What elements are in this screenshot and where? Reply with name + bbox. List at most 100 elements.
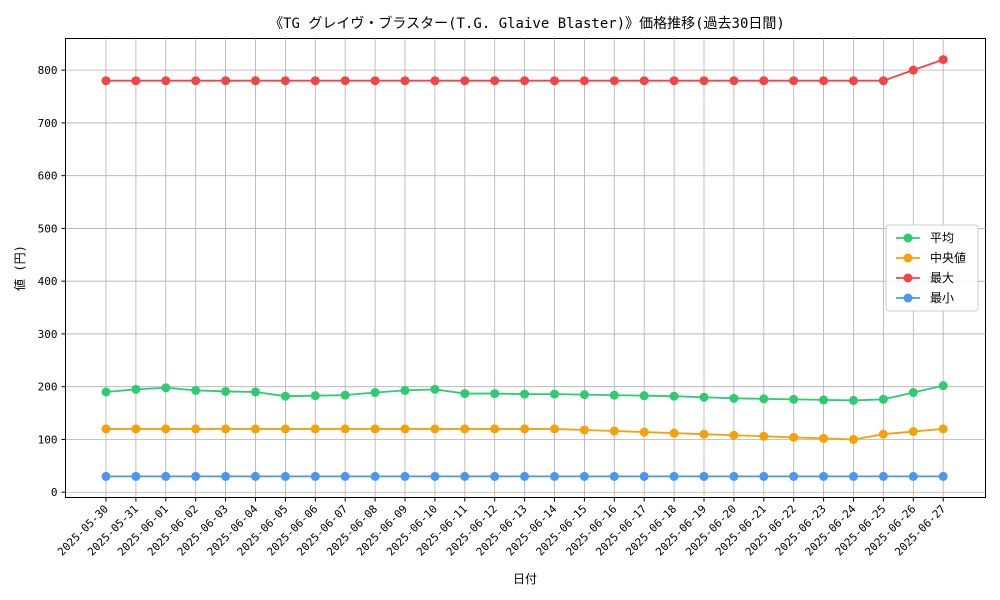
data-point xyxy=(699,471,709,481)
data-point xyxy=(310,424,320,434)
y-tick-label: 100 xyxy=(38,433,58,446)
data-point xyxy=(849,395,858,405)
legend-box xyxy=(885,224,979,312)
data-point xyxy=(609,76,619,86)
data-point xyxy=(908,427,918,437)
data-point xyxy=(579,471,589,481)
data-point xyxy=(221,471,231,481)
data-point xyxy=(490,76,500,86)
data-point xyxy=(310,471,320,481)
data-point xyxy=(490,471,500,481)
y-tick-label: 800 xyxy=(38,64,58,77)
data-point xyxy=(101,424,111,434)
x-axis-label: 日付 xyxy=(513,572,537,586)
data-point xyxy=(699,429,709,439)
data-point xyxy=(579,390,589,400)
y-tick-label: 300 xyxy=(38,328,58,341)
data-point xyxy=(669,471,679,481)
data-point xyxy=(789,394,799,404)
data-point xyxy=(430,471,440,481)
data-point xyxy=(729,430,739,440)
data-point xyxy=(280,76,290,86)
data-point xyxy=(161,424,171,434)
y-tick-label: 0 xyxy=(51,486,58,499)
data-point xyxy=(161,383,171,393)
data-point xyxy=(878,471,888,481)
data-point xyxy=(759,471,769,481)
data-point xyxy=(370,388,380,398)
data-point xyxy=(938,55,948,65)
data-point xyxy=(221,76,231,86)
data-point xyxy=(938,471,948,481)
data-point xyxy=(520,76,530,86)
data-point xyxy=(430,76,440,86)
data-point xyxy=(550,471,559,481)
data-point xyxy=(490,424,500,434)
plot-area xyxy=(65,38,986,498)
data-point xyxy=(370,76,380,86)
y-tick-label: 700 xyxy=(38,117,58,130)
data-point xyxy=(191,76,201,86)
data-point xyxy=(221,424,231,434)
data-point xyxy=(101,387,111,397)
data-point xyxy=(340,390,350,400)
data-point xyxy=(340,424,350,434)
data-point xyxy=(191,424,201,434)
data-point xyxy=(191,471,201,481)
series-2 xyxy=(101,55,948,86)
data-point xyxy=(938,424,948,434)
data-point xyxy=(759,431,769,441)
data-point xyxy=(878,394,888,404)
legend-marker xyxy=(903,273,913,283)
data-point xyxy=(669,428,679,438)
data-point xyxy=(639,76,649,86)
data-point xyxy=(908,65,918,75)
data-point xyxy=(131,424,141,434)
data-point xyxy=(520,389,530,399)
data-point xyxy=(400,424,410,434)
data-point xyxy=(101,471,111,481)
legend-label: 中央値 xyxy=(930,250,966,265)
data-point xyxy=(729,393,739,403)
data-point xyxy=(400,471,410,481)
data-point xyxy=(759,76,769,86)
series-1 xyxy=(101,424,948,444)
data-point xyxy=(550,76,559,86)
data-point xyxy=(430,424,440,434)
data-point xyxy=(430,384,440,394)
data-point xyxy=(490,389,500,399)
series-layer xyxy=(101,55,948,481)
data-point xyxy=(878,429,888,439)
data-point xyxy=(251,471,260,481)
data-point xyxy=(729,471,739,481)
legend-marker xyxy=(903,233,913,243)
data-point xyxy=(639,471,649,481)
data-point xyxy=(280,471,290,481)
data-point xyxy=(340,471,350,481)
data-point xyxy=(819,395,829,405)
data-point xyxy=(669,76,679,86)
data-point xyxy=(609,471,619,481)
grid xyxy=(65,38,986,498)
series-3 xyxy=(101,471,948,481)
data-point xyxy=(161,76,171,86)
data-point xyxy=(699,392,709,402)
data-point xyxy=(669,391,679,401)
y-tick-label: 500 xyxy=(38,222,58,235)
data-point xyxy=(251,387,260,397)
legend-marker xyxy=(903,253,913,263)
data-point xyxy=(908,471,918,481)
data-point xyxy=(639,391,649,401)
chart-title: 《TG グレイヴ・ブラスター(T.G. Glaive Blaster)》価格推移… xyxy=(269,15,785,32)
data-point xyxy=(251,76,260,86)
data-point xyxy=(310,391,320,401)
data-point xyxy=(191,385,201,395)
legend-label: 最小 xyxy=(930,291,954,305)
data-point xyxy=(460,424,470,434)
data-point xyxy=(221,386,231,396)
data-point xyxy=(579,76,589,86)
data-point xyxy=(550,424,559,434)
data-point xyxy=(161,471,171,481)
data-point xyxy=(849,76,858,86)
data-point xyxy=(280,391,290,401)
